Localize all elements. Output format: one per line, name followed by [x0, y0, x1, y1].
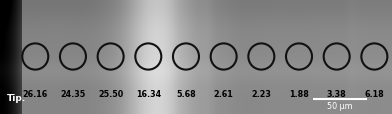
Text: 26.16: 26.16 — [23, 89, 48, 98]
Text: 1.88: 1.88 — [289, 89, 309, 98]
Text: 3.38: 3.38 — [327, 89, 347, 98]
Text: 25.50: 25.50 — [98, 89, 123, 98]
Text: 50 μm: 50 μm — [327, 101, 352, 110]
Text: 6.18: 6.18 — [365, 89, 384, 98]
Text: 24.35: 24.35 — [60, 89, 85, 98]
Text: 16.34: 16.34 — [136, 89, 161, 98]
Text: 2.61: 2.61 — [214, 89, 234, 98]
Text: 2.23: 2.23 — [251, 89, 271, 98]
Text: 5.68: 5.68 — [176, 89, 196, 98]
Text: Tip.: Tip. — [7, 94, 26, 103]
